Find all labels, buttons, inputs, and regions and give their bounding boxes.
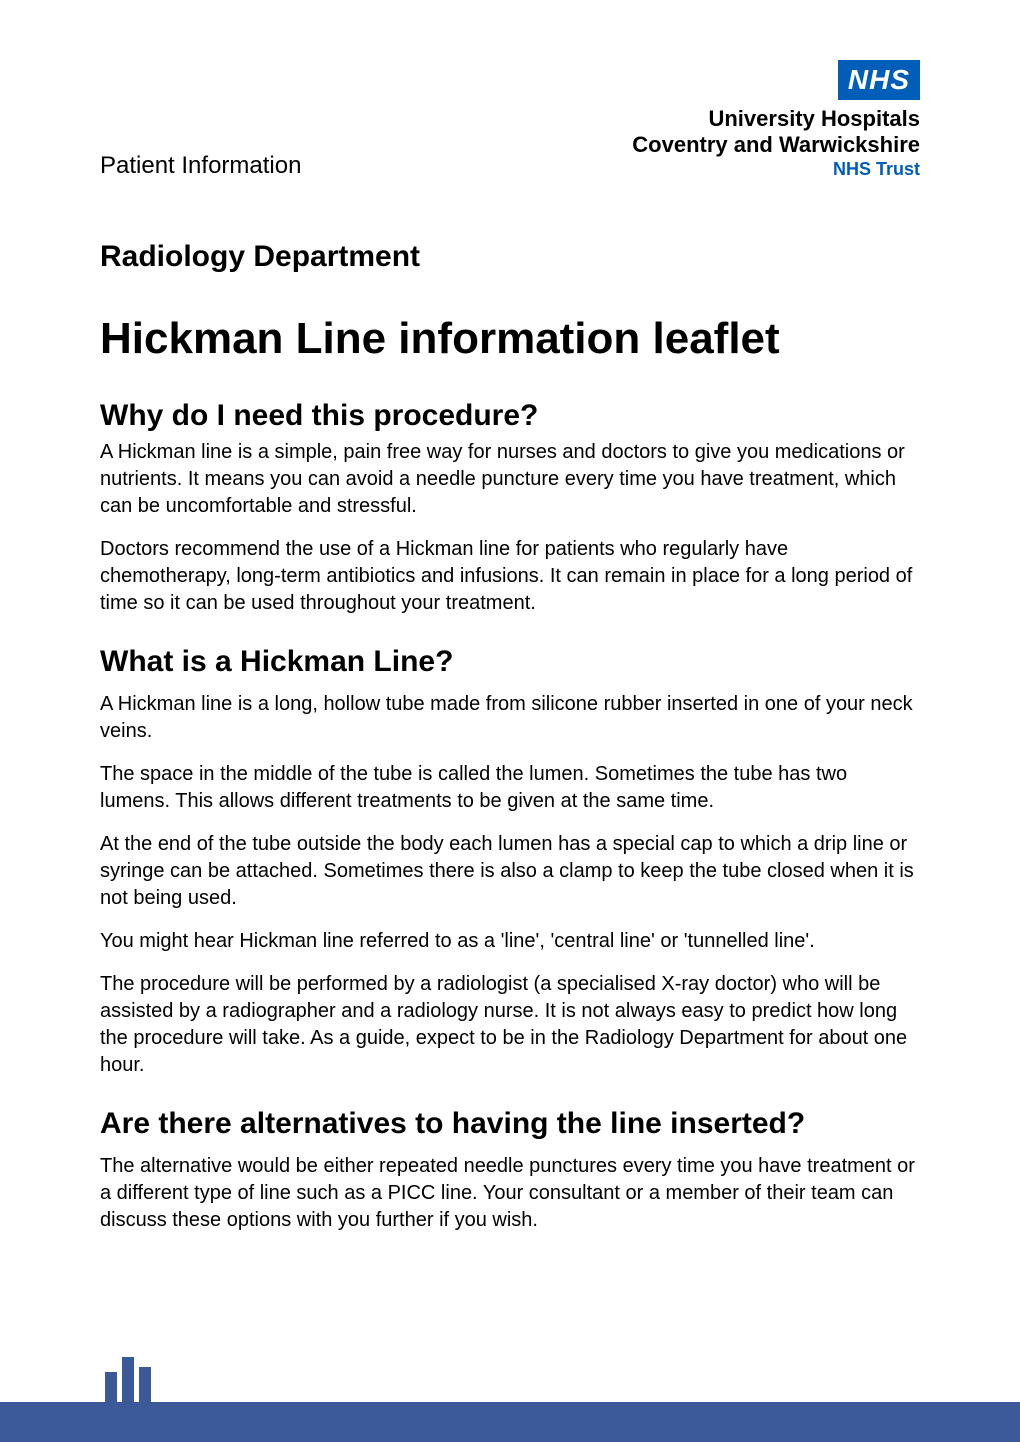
body-paragraph: The alternative would be either repeated… [100, 1153, 920, 1234]
patient-information-label: Patient Information [100, 152, 301, 180]
nhs-logo-icon: NHS [838, 60, 920, 100]
section-heading-what: What is a Hickman Line? [100, 645, 920, 679]
department-heading: Radiology Department [100, 240, 920, 274]
body-paragraph: A Hickman line is a long, hollow tube ma… [100, 691, 920, 745]
hospital-building-icon [100, 1342, 160, 1422]
body-paragraph: You might hear Hickman line referred to … [100, 928, 920, 955]
body-paragraph: Doctors recommend the use of a Hickman l… [100, 536, 920, 617]
body-paragraph: The procedure will be performed by a rad… [100, 971, 920, 1079]
section-heading-alternatives: Are there alternatives to having the lin… [100, 1107, 920, 1141]
trust-suffix: NHS Trust [632, 159, 920, 180]
body-paragraph: The space in the middle of the tube is c… [100, 761, 920, 815]
document-header: Patient Information NHS University Hospi… [100, 60, 920, 180]
page-content: Patient Information NHS University Hospi… [0, 0, 1020, 1234]
page-footer [0, 1402, 1020, 1442]
nhs-trust-logo: NHS University Hospitals Coventry and Wa… [632, 60, 920, 180]
trust-name-line1: University Hospitals [632, 106, 920, 132]
trust-name-line2: Coventry and Warwickshire [632, 132, 920, 158]
body-paragraph: A Hickman line is a simple, pain free wa… [100, 439, 920, 520]
body-paragraph: At the end of the tube outside the body … [100, 831, 920, 912]
section-heading-why: Why do I need this procedure? [100, 399, 920, 433]
document-title: Hickman Line information leaflet [100, 314, 920, 364]
